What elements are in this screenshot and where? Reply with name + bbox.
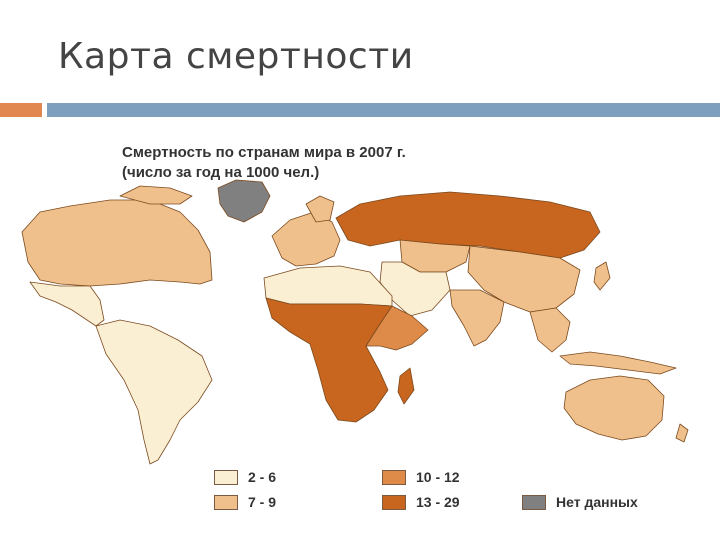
region-madagascar <box>397 367 415 405</box>
legend-swatch-10-12 <box>382 470 406 485</box>
region-new-zealand <box>675 423 689 443</box>
legend-swatch-13-29 <box>382 495 406 510</box>
legend-swatch-2-6 <box>214 470 238 485</box>
legend-label-10-12: 10 - 12 <box>416 469 460 485</box>
region-central-america <box>29 281 105 327</box>
region-australia <box>563 375 665 441</box>
region-east-africa <box>365 305 429 351</box>
map-title: Смертность по странам мира в 2007 г. (чи… <box>122 143 406 183</box>
region-scandinavia <box>305 195 335 223</box>
map-title-line2: (число за год на 1000 чел.) <box>122 164 320 181</box>
region-southeast-asia <box>529 307 571 353</box>
region-indonesia <box>559 351 677 375</box>
region-south-america <box>95 319 213 465</box>
region-south-asia <box>449 289 505 347</box>
legend-label-2-6: 2 - 6 <box>248 469 277 485</box>
legend-label-13-29: 13 - 29 <box>416 494 460 510</box>
region-russia <box>335 191 601 259</box>
region-north-america <box>21 199 213 287</box>
legend-label-7-9: 7 - 9 <box>248 494 277 510</box>
legend-swatch-7-9 <box>214 495 238 510</box>
region-greenland <box>217 179 271 223</box>
title-accent-square <box>0 103 42 117</box>
legend-swatch-no-data <box>522 495 546 510</box>
region-subsaharan-africa <box>265 297 393 423</box>
title-accent-bar <box>47 103 720 117</box>
region-north-africa <box>263 265 393 307</box>
region-western-europe <box>271 211 341 267</box>
region-canada-islands <box>119 185 193 205</box>
map-title-line1: Смертность по странам мира в 2007 г. <box>122 144 406 161</box>
region-japan <box>593 261 611 291</box>
slide-title: Карта смертности <box>58 36 414 77</box>
legend-label-no-data: Нет данных <box>556 494 638 510</box>
